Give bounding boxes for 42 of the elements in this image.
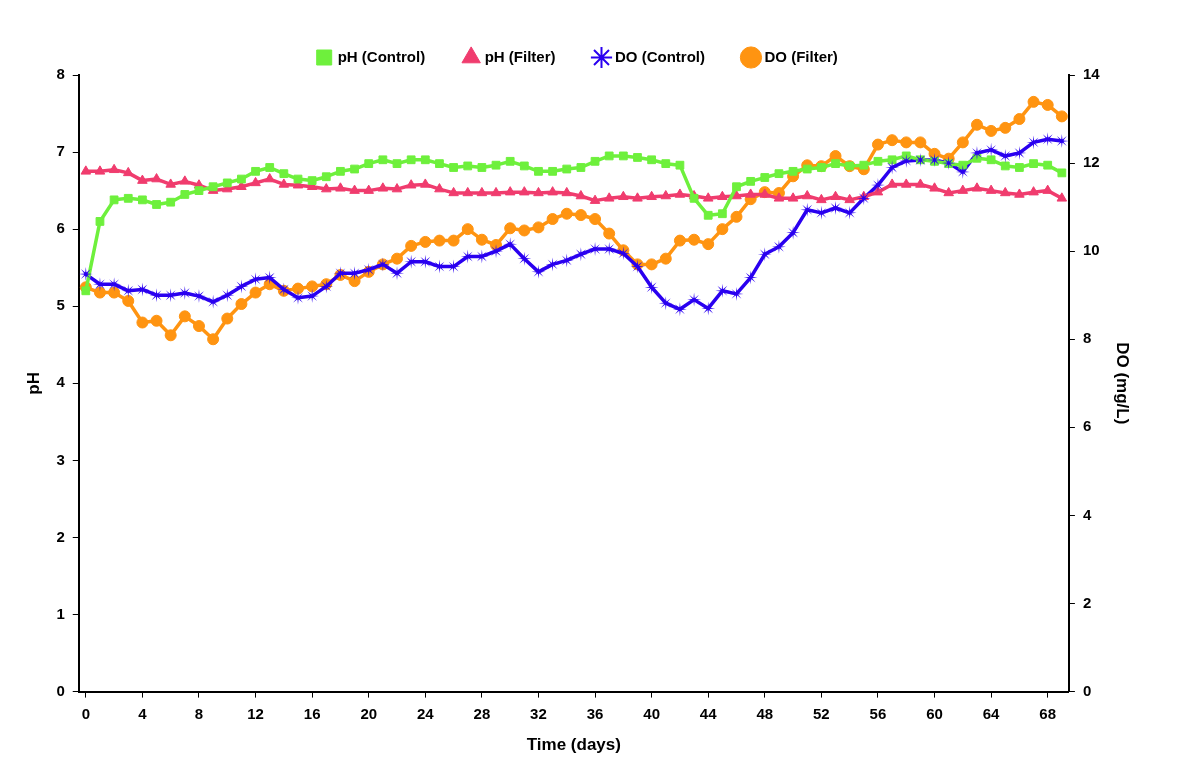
- x-tick-label: 68: [1039, 704, 1057, 722]
- y-tick-label: 4: [56, 373, 66, 391]
- x-tick-label: 0: [81, 704, 90, 722]
- x-tick-label: 12: [247, 704, 264, 722]
- y2-tick-label: 4: [1082, 505, 1092, 523]
- x-tick-label: 48: [756, 704, 774, 722]
- y2-tick-label: 0: [1082, 681, 1092, 699]
- legend-label: pH (Control): [337, 47, 426, 65]
- legend-label: DO (Control): [615, 47, 705, 65]
- y2-tick-label: 2: [1082, 593, 1092, 611]
- y-tick-label: 6: [56, 219, 65, 237]
- y-tick-label: 5: [56, 296, 65, 314]
- x-tick-label: 24: [416, 704, 435, 722]
- y2-tick-label: 12: [1082, 153, 1100, 171]
- x-tick-label: 4: [138, 704, 148, 722]
- y-tick-label: 2: [56, 527, 65, 545]
- x-tick-label: 56: [869, 704, 887, 722]
- legend-label: pH (Filter): [484, 47, 556, 65]
- y-tick-label: 3: [56, 450, 65, 468]
- x-tick-label: 52: [813, 704, 830, 722]
- x-tick-label: 40: [643, 704, 660, 722]
- y2-tick-label: 8: [1082, 329, 1092, 347]
- x-tick-label: 36: [586, 704, 604, 722]
- y2-tick-label: 10: [1082, 241, 1100, 259]
- y-axis-title: pH: [23, 371, 43, 395]
- y2-tick-label: 6: [1082, 417, 1092, 435]
- y-tick-label: 8: [56, 65, 65, 83]
- x-tick-label: 64: [982, 704, 1001, 722]
- y2-axis-title: DO (mg/L): [1113, 342, 1133, 425]
- x-tick-label: 28: [473, 704, 491, 722]
- x-tick-label: 44: [699, 704, 718, 722]
- legend-label: DO (Filter): [764, 47, 838, 65]
- x-axis-title: Time (days): [526, 735, 621, 755]
- y2-tick-label: 14: [1082, 65, 1101, 83]
- x-tick-label: 20: [360, 704, 378, 722]
- y-tick-label: 1: [56, 604, 65, 622]
- x-tick-label: 8: [194, 704, 204, 722]
- y-tick-label: 0: [56, 681, 65, 699]
- x-tick-label: 32: [530, 704, 547, 722]
- y-tick-label: 7: [56, 142, 65, 160]
- x-tick-label: 60: [926, 704, 943, 722]
- x-tick-label: 16: [303, 704, 321, 722]
